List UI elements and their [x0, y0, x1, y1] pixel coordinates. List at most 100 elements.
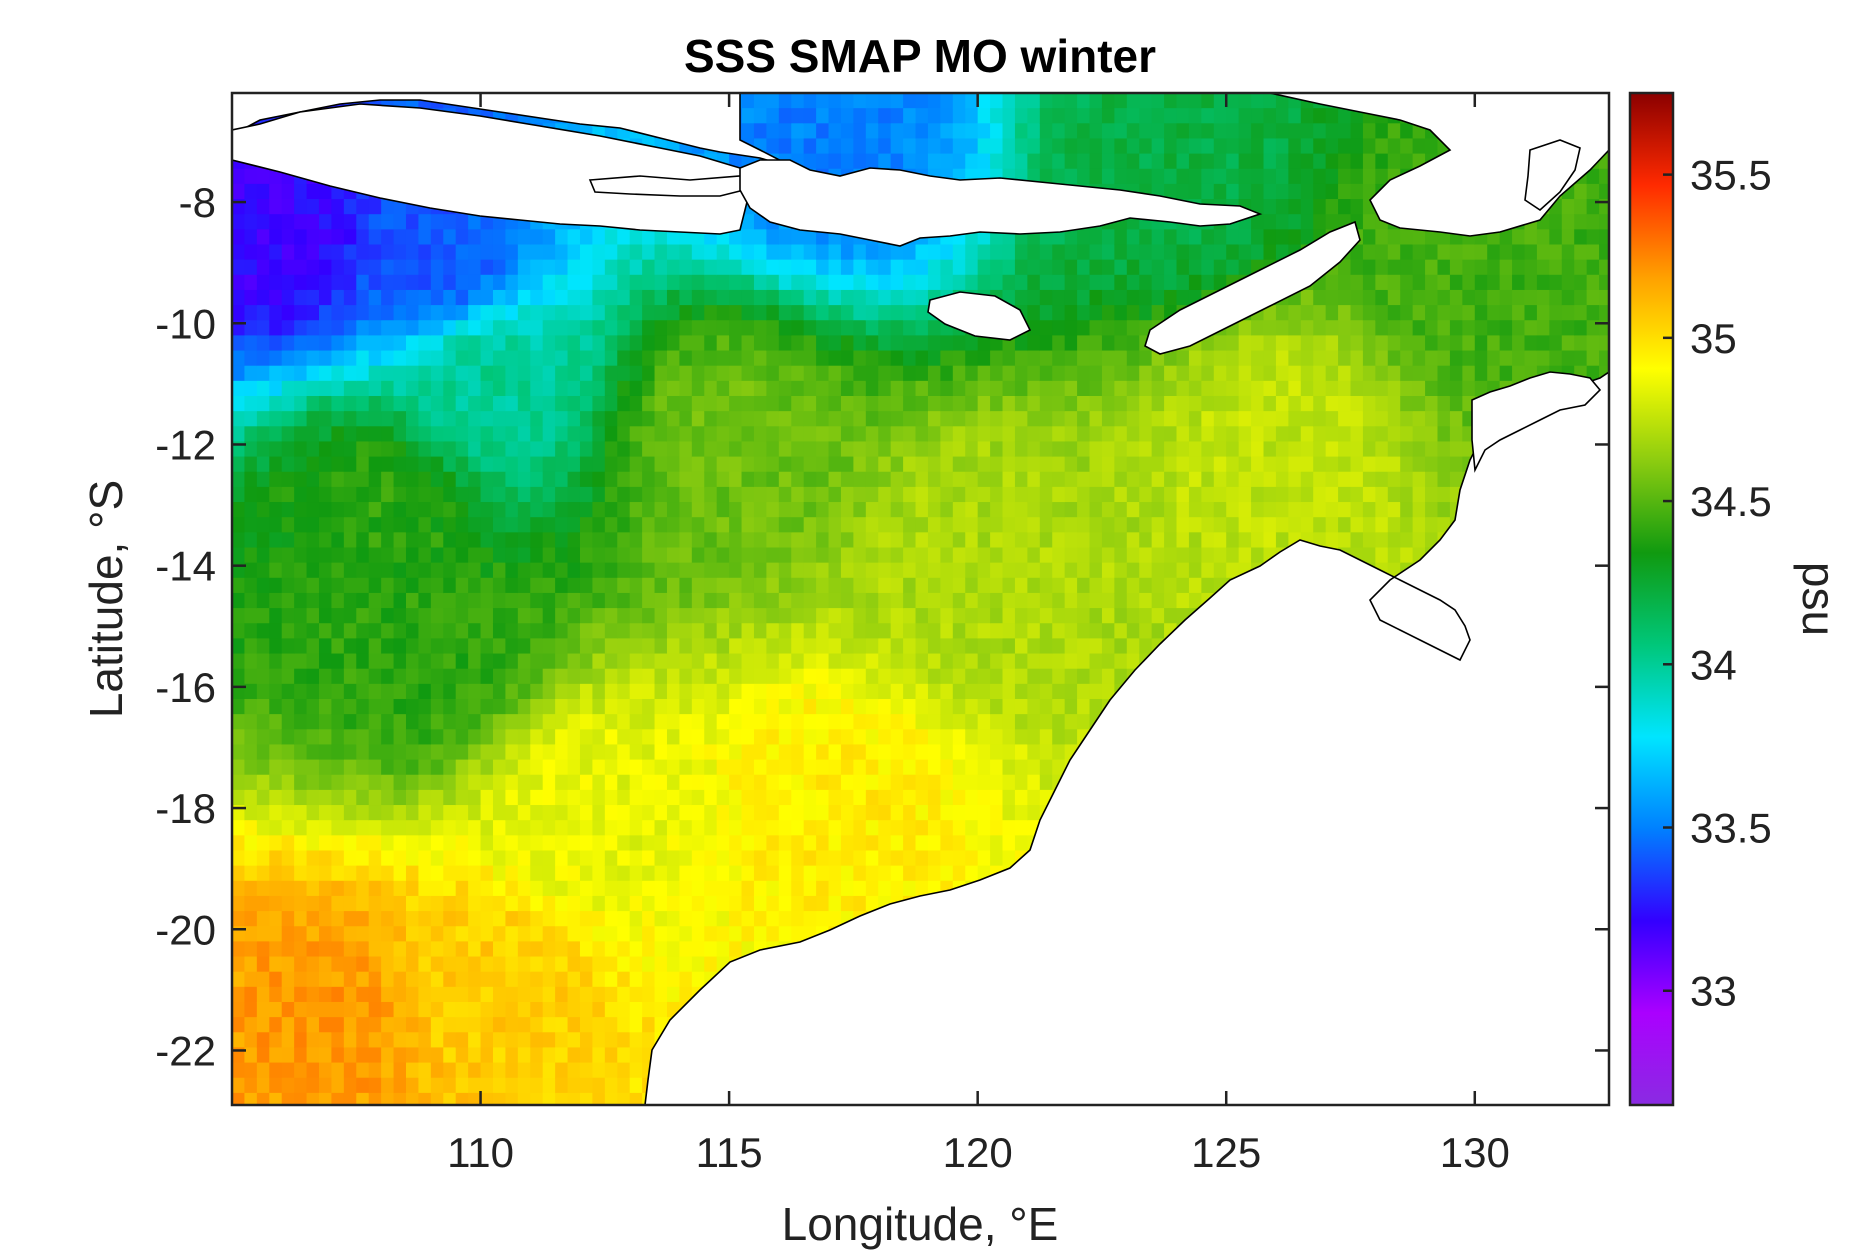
heatmap-cell — [753, 244, 767, 261]
heatmap-cell — [977, 426, 991, 443]
heatmap-cell — [903, 729, 917, 746]
heatmap-cell — [729, 517, 743, 533]
heatmap-cell — [281, 668, 295, 685]
heatmap-cell — [1126, 653, 1140, 670]
heatmap-cell — [517, 805, 531, 821]
heatmap-cell — [1139, 305, 1153, 321]
heatmap-cell — [480, 335, 494, 352]
heatmap-cell — [505, 456, 519, 473]
heatmap-cell — [803, 668, 817, 685]
heatmap-cell — [468, 244, 482, 261]
heatmap-cell — [530, 441, 544, 458]
heatmap-cell — [1027, 805, 1041, 821]
heatmap-cell — [865, 547, 879, 564]
heatmap-cell — [1151, 426, 1165, 443]
heatmap-cell — [778, 426, 792, 443]
heatmap-cell — [356, 744, 370, 761]
heatmap-cell — [294, 350, 308, 367]
heatmap-cell — [505, 1077, 519, 1094]
heatmap-cell — [356, 289, 370, 306]
heatmap-cell — [232, 865, 246, 882]
heatmap-cell — [629, 350, 643, 367]
heatmap-cell — [256, 199, 270, 215]
heatmap-cell — [356, 820, 370, 836]
heatmap-cell — [977, 638, 991, 655]
heatmap-cell — [629, 320, 643, 336]
heatmap-cell — [778, 229, 792, 246]
heatmap-cell — [617, 562, 631, 579]
heatmap-cell — [555, 1062, 569, 1079]
heatmap-cell — [592, 547, 606, 564]
heatmap-cell — [244, 880, 258, 897]
heatmap-cell — [617, 320, 631, 336]
heatmap-cell — [1052, 668, 1066, 685]
heatmap-cell — [318, 820, 333, 836]
heatmap-cell — [331, 759, 345, 776]
heatmap-cell — [281, 623, 295, 639]
heatmap-cell — [555, 547, 569, 564]
heatmap-cell — [878, 653, 892, 670]
heatmap-cell — [1052, 683, 1066, 700]
heatmap-cell — [629, 698, 643, 715]
heatmap-cell — [716, 456, 730, 473]
heatmap-cell — [629, 547, 643, 564]
heatmap-cell — [629, 426, 643, 443]
heatmap-cell — [803, 880, 817, 897]
heatmap-cell — [492, 1062, 507, 1079]
heatmap-cell — [704, 502, 718, 518]
heatmap-cell — [803, 850, 817, 867]
heatmap-cell — [642, 729, 656, 746]
heatmap-cell — [791, 365, 805, 382]
heatmap-cell — [604, 774, 618, 791]
heatmap-cell — [1039, 592, 1053, 609]
heatmap-cell — [778, 683, 792, 700]
heatmap-cell — [592, 577, 606, 594]
heatmap-cell — [1014, 289, 1028, 306]
heatmap-cell — [343, 1092, 357, 1105]
heatmap-cell — [1089, 638, 1103, 655]
heatmap-cell — [1139, 623, 1153, 639]
heatmap-cell — [256, 653, 270, 670]
heatmap-cell — [244, 820, 258, 836]
heatmap-cell — [405, 865, 420, 882]
heatmap-cell — [368, 698, 382, 715]
heatmap-cell — [1126, 441, 1140, 458]
heatmap-cell — [679, 229, 693, 246]
heatmap-cell — [1052, 729, 1066, 746]
heatmap-cell — [952, 683, 966, 700]
heatmap-cell — [555, 1092, 569, 1105]
heatmap-cell — [1014, 108, 1028, 124]
heatmap-cell — [405, 683, 420, 700]
heatmap-cell — [604, 426, 618, 443]
heatmap-cell — [1064, 365, 1078, 382]
heatmap-cell — [629, 820, 643, 836]
heatmap-cell — [343, 668, 357, 685]
heatmap-cell — [666, 259, 681, 276]
heatmap-cell — [840, 698, 854, 715]
heatmap-cell — [468, 683, 482, 700]
heatmap-cell — [517, 365, 531, 382]
heatmap-cell — [1039, 714, 1053, 730]
heatmap-cell — [405, 623, 420, 639]
heatmap-cell — [567, 456, 581, 473]
heatmap-cell — [952, 502, 966, 518]
heatmap-cell — [269, 395, 283, 412]
heatmap-cell — [530, 305, 544, 321]
heatmap-cell — [890, 850, 904, 867]
heatmap-cell — [331, 1017, 345, 1033]
heatmap-cell — [704, 517, 718, 533]
heatmap-cell — [1064, 274, 1078, 291]
heatmap-cell — [791, 668, 805, 685]
heatmap-cell — [741, 653, 755, 670]
heatmap-cell — [381, 456, 395, 473]
heatmap-cell — [331, 547, 345, 564]
heatmap-cell — [579, 517, 594, 533]
heatmap-cell — [1101, 305, 1115, 321]
heatmap-cell — [294, 517, 308, 533]
heatmap-cell — [691, 926, 705, 942]
heatmap-cell — [468, 502, 482, 518]
heatmap-cell — [691, 592, 705, 609]
heatmap-cell — [990, 532, 1004, 549]
heatmap-cell — [579, 623, 594, 639]
heatmap-cell — [393, 441, 407, 458]
